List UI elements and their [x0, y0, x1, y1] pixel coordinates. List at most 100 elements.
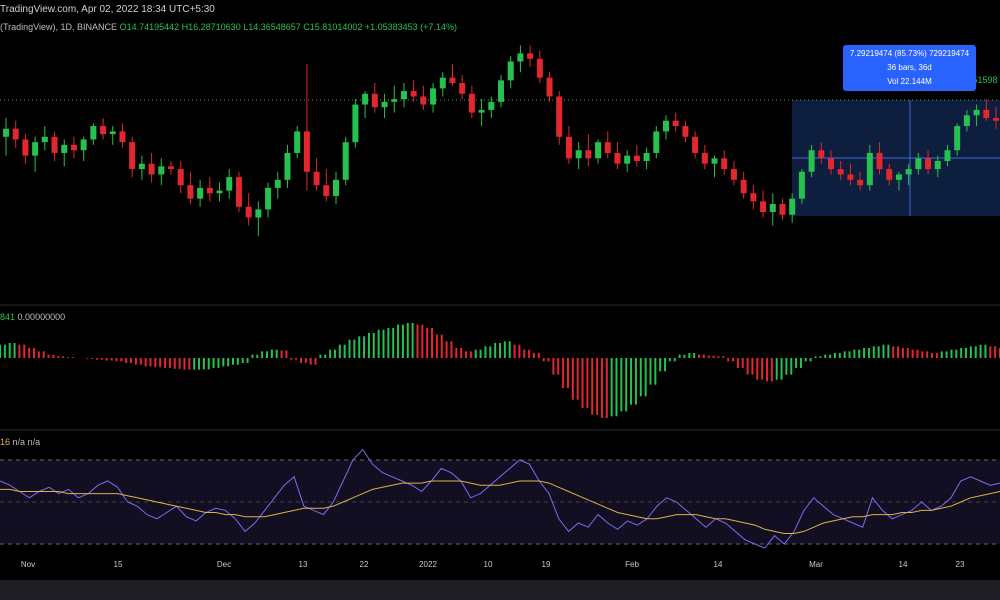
candle-body — [886, 169, 893, 180]
candle-body — [430, 88, 437, 105]
candle-body — [22, 139, 29, 156]
candle-body — [876, 152, 883, 170]
candle-body — [148, 163, 155, 175]
candle-body — [61, 144, 68, 153]
candle-body — [653, 131, 660, 153]
candle-body — [973, 109, 980, 116]
candle-body — [80, 139, 87, 151]
candle-body — [245, 206, 252, 218]
candle-body — [51, 136, 58, 153]
candle-body — [556, 96, 563, 137]
candle-body — [274, 179, 281, 188]
candle-body — [478, 109, 485, 113]
legend-change: +1.05383453 (+7.14%) — [364, 22, 457, 32]
candle-body — [895, 174, 902, 180]
candle-body — [798, 171, 805, 199]
candle-body — [730, 169, 737, 180]
rsi-label-v2: n/a — [27, 437, 41, 447]
x-tick-label: 23 — [955, 560, 965, 569]
candle-body — [381, 101, 388, 108]
candle-body — [313, 171, 320, 186]
candle-body — [663, 120, 669, 132]
candle-body — [294, 131, 301, 153]
x-tick-label: 10 — [483, 560, 493, 569]
candle-body — [235, 177, 242, 207]
candle-body — [575, 150, 582, 159]
x-tick-label: Nov — [20, 560, 36, 569]
candle-body — [119, 131, 126, 143]
ohlc-legend: (TradingView), 1D, BINANCE O14.74195442 … — [0, 22, 457, 32]
measure-line-1: 7.29219474 (85.73%) 729219474 — [849, 49, 970, 58]
ao-label: 841 0.00000000 — [0, 312, 65, 322]
ao-label-value: 0.00000000 — [17, 312, 66, 322]
candle-body — [439, 77, 446, 89]
candle-body — [818, 150, 825, 159]
candle-body — [371, 93, 378, 108]
candle-body — [168, 166, 174, 170]
x-tick-label: Mar — [809, 560, 823, 569]
candle-body — [595, 142, 602, 159]
candle-body — [915, 158, 922, 170]
x-tick-label: 14 — [713, 560, 723, 569]
candle-body — [925, 158, 932, 170]
candle-body — [721, 158, 728, 170]
candle-body — [536, 58, 543, 78]
candle-body — [905, 169, 912, 175]
candle-body — [614, 152, 621, 164]
candle-body — [633, 155, 640, 161]
legend-symbol: (TradingView), 1D, BINANCE — [0, 22, 118, 32]
candle-body — [400, 91, 407, 100]
candle-body — [847, 174, 854, 180]
candles-group — [3, 45, 999, 237]
candle-body — [410, 91, 417, 97]
measure-line-3: Vol 22.144M — [887, 77, 932, 86]
x-tick-label: 13 — [298, 560, 308, 569]
ao-histogram-group — [0, 323, 1000, 418]
candle-body — [216, 190, 223, 194]
ao-label-prefix: 841 — [0, 312, 16, 322]
candle-body — [682, 126, 689, 137]
candle-body — [963, 115, 970, 127]
candle-body — [944, 150, 951, 161]
candle-body — [488, 101, 495, 110]
candle-body — [90, 126, 97, 140]
candle-body — [3, 128, 9, 137]
candle-body — [760, 201, 767, 213]
candle-body — [12, 128, 19, 140]
candle-body — [323, 185, 330, 196]
candle-body — [527, 53, 534, 59]
x-tick-label: 14 — [898, 560, 908, 569]
candle-body — [129, 142, 136, 170]
candle-body — [769, 204, 776, 213]
candle-body — [391, 99, 398, 102]
candle-body — [672, 120, 679, 127]
candle-body — [333, 179, 339, 196]
candle-body — [362, 93, 369, 105]
x-tick-label: Feb — [625, 560, 639, 569]
candle-body — [187, 185, 194, 199]
header-brand: TradingView.com, Apr 02, 2022 18:34 UTC+… — [0, 4, 215, 15]
candle-body — [828, 158, 834, 170]
candle-body — [342, 142, 349, 180]
candle-body — [352, 104, 359, 143]
candle-body — [226, 177, 233, 191]
legend-close: C15.81014002 — [303, 22, 363, 32]
candle-body — [498, 80, 504, 102]
candle-body — [517, 53, 524, 62]
candle-body — [546, 77, 553, 97]
candle-body — [565, 136, 572, 159]
candle-body — [197, 187, 204, 199]
candle-body — [857, 179, 864, 186]
candle-body — [459, 83, 466, 94]
measure-tooltip: 7.29219474 (85.73%) 729219474 36 bars, 3… — [843, 45, 976, 91]
rsi-label-v1: n/a — [12, 437, 26, 447]
candle-body — [420, 96, 427, 105]
bottom-toolbar — [0, 580, 1000, 600]
candle-body — [837, 169, 844, 175]
x-tick-label: 2022 — [419, 560, 437, 569]
candle-body — [206, 187, 213, 194]
rsi-ma-line — [0, 480, 1000, 534]
candle-body — [701, 152, 708, 164]
candle-body — [789, 198, 796, 215]
